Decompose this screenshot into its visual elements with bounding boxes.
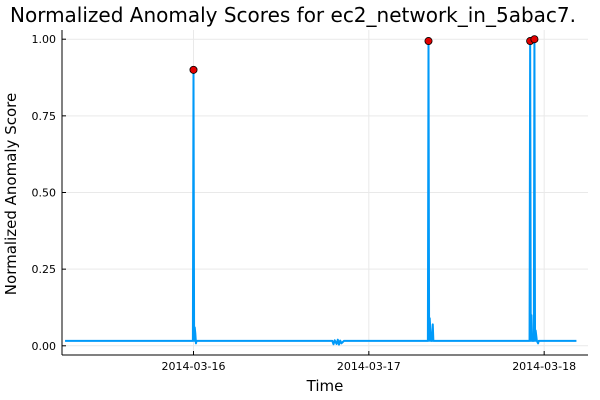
y-tick-label: 0.25 xyxy=(32,263,57,276)
axes xyxy=(61,30,588,356)
anomaly-marker xyxy=(189,65,198,74)
x-tick-label: 2014-03-16 xyxy=(162,360,226,373)
y-axis-label: Normalized Anomaly Score xyxy=(2,93,20,295)
tick-labels: 0.00 0.25 0.50 0.75 1.00 2014-03-16 2014-03-17… xyxy=(32,33,577,373)
anomaly-marker xyxy=(424,37,433,46)
y-tick-label: 0.75 xyxy=(32,110,57,123)
x-tick-label: 2014-03-18 xyxy=(512,360,576,373)
x-axis-label: Time xyxy=(306,377,344,395)
grid xyxy=(62,30,588,355)
anomaly-marker xyxy=(530,35,539,44)
y-tick-label: 0.00 xyxy=(32,340,57,353)
anomaly-markers xyxy=(189,35,539,74)
series-line xyxy=(65,38,577,346)
y-tick-label: 1.00 xyxy=(32,33,57,46)
y-tick-label: 0.50 xyxy=(32,187,57,200)
chart-title: Normalized Anomaly Scores for ec2_networ… xyxy=(10,3,576,27)
series xyxy=(65,38,577,346)
x-tick-label: 2014-03-17 xyxy=(337,360,401,373)
